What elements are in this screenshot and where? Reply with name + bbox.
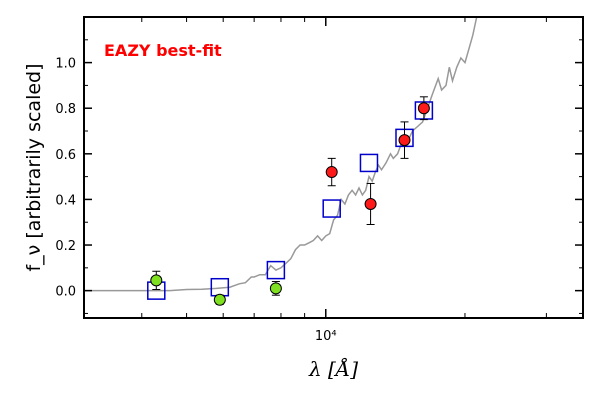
observed-flux-point xyxy=(213,293,226,306)
y-tick-label: 0.2 xyxy=(55,239,76,254)
axes-frame xyxy=(83,16,584,319)
plot-area xyxy=(84,17,478,306)
observed-flux-point xyxy=(398,134,411,147)
observed-flux-point xyxy=(364,197,377,210)
annotation-label: EAZY best-fit xyxy=(104,41,222,60)
observed-flux-point xyxy=(417,102,430,115)
y-tick-label: 0.6 xyxy=(55,148,76,163)
observed-flux-point xyxy=(325,166,338,179)
x-axis-label: λ [Å] xyxy=(308,356,358,381)
y-tick-label: 1.0 xyxy=(55,57,76,72)
template-spectrum-line xyxy=(84,17,478,292)
x-tick-label: 10⁴ xyxy=(315,329,337,344)
observed-flux-point xyxy=(269,282,282,295)
plot-content xyxy=(84,17,478,306)
model-flux-square xyxy=(322,199,341,218)
y-tick-label: 0.4 xyxy=(55,193,76,208)
y-axis-label: f_ν [arbitrarily scaled] xyxy=(23,63,45,271)
y-tick-label: 0.0 xyxy=(55,285,76,300)
observed-flux-point xyxy=(150,274,163,287)
y-tick-label: 0.8 xyxy=(55,102,76,117)
model-flux-square xyxy=(266,260,286,280)
axis-ticks: 0.0 0.2 0.4 0.6 0.8 1.0 10⁴ xyxy=(55,17,583,344)
model-flux-square xyxy=(359,153,379,173)
